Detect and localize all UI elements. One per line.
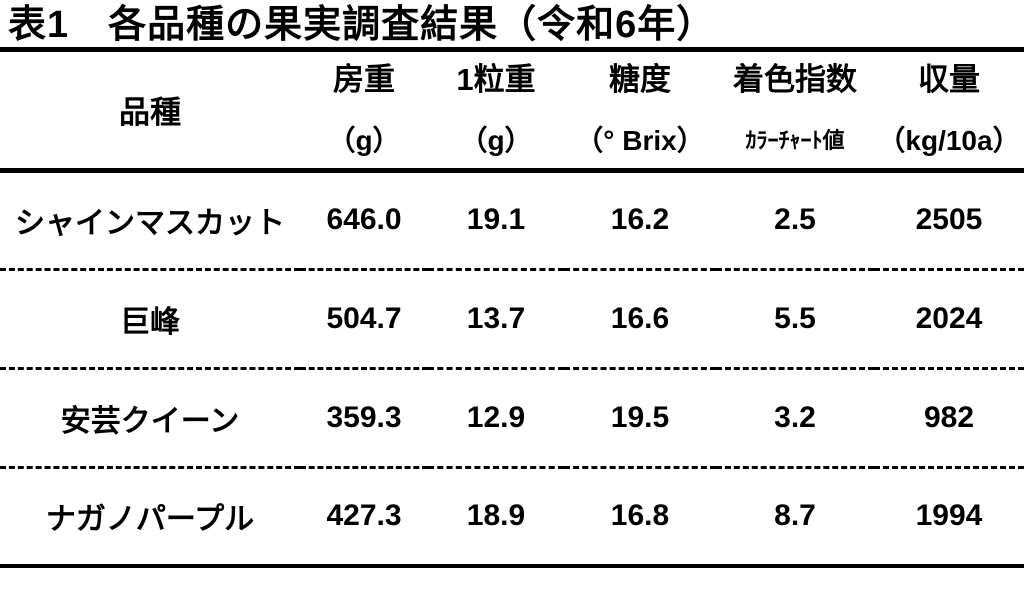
- column-label: 収量: [918, 61, 980, 97]
- column-header-sugar-content: 糖度 （° Brix）: [564, 52, 716, 173]
- column-header-berry-weight: 1粒重 （g）: [428, 52, 564, 173]
- cell-color-index: 2.5: [774, 203, 816, 236]
- column-header-color-index: 着色指数 ｶﾗｰﾁｬｰﾄ値: [716, 52, 874, 173]
- column-unit: （kg/10a）: [877, 124, 1021, 156]
- cell-cluster-weight: 427.3: [300, 465, 428, 568]
- cell-sugar-content: 16.6: [564, 267, 716, 368]
- cell-sugar-content: 16.8: [564, 465, 716, 568]
- variety-name: 安芸クイーン: [0, 366, 300, 467]
- header-row: 品種 房重 （g） 1粒重 （g） 糖度: [0, 52, 1024, 173]
- cell-color-index: 5.5: [716, 267, 874, 368]
- cell-color-index: 8.7: [716, 465, 874, 568]
- cell-cluster-weight: 359.3: [300, 366, 428, 467]
- column-header-cluster-weight: 房重 （g）: [300, 52, 428, 173]
- column-label: 糖度: [609, 61, 671, 97]
- column-header-variety: 品種: [0, 52, 300, 173]
- column-label: 房重: [333, 61, 395, 97]
- table-row: 巨峰 504.7 13.7 16.6 5.5 2024: [0, 267, 1024, 368]
- cell-berry-weight: 19.1: [466, 203, 526, 236]
- cell-cluster-weight: 646.0: [326, 203, 402, 236]
- cell-cluster-weight: 504.7: [300, 267, 428, 368]
- cell-berry-weight: 12.9: [428, 366, 564, 467]
- variety-name: ナガノパープル: [0, 465, 300, 568]
- table-header: 品種 房重 （g） 1粒重 （g） 糖度: [0, 52, 1024, 173]
- fruit-survey-table: 品種 房重 （g） 1粒重 （g） 糖度: [0, 52, 1024, 568]
- column-header-yield: 収量 （kg/10a）: [874, 52, 1024, 173]
- cell-berry-weight: 18.9: [428, 465, 564, 568]
- table-row: ナガノパープル 427.3 18.9 16.8 8.7 1994: [0, 465, 1024, 568]
- cell-yield: 982: [874, 366, 1024, 467]
- cell-sugar-content: 19.5: [564, 366, 716, 467]
- variety-name: 巨峰: [0, 267, 300, 368]
- cell-berry-weight: 13.7: [428, 267, 564, 368]
- table-row: シャインマスカット 646.0 19.1 16.2 2.5 2505: [0, 170, 1024, 269]
- column-unit: （g）: [459, 124, 533, 156]
- table-row: 安芸クイーン 359.3 12.9 19.5 3.2 982: [0, 366, 1024, 467]
- cell-color-index: 3.2: [716, 366, 874, 467]
- cell-yield: 2505: [915, 203, 983, 236]
- column-label: 着色指数: [733, 61, 857, 97]
- variety-name: シャインマスカット: [15, 207, 285, 240]
- cell-yield: 1994: [874, 465, 1024, 568]
- column-unit: （° Brix）: [575, 124, 705, 156]
- table-title: 表1 各品種の果実調査結果（令和6年）: [0, 0, 1024, 52]
- column-unit: （g）: [327, 124, 401, 156]
- column-unit: ｶﾗｰﾁｬｰﾄ値: [745, 127, 845, 153]
- cell-sugar-content: 16.2: [610, 203, 670, 236]
- column-label: 1粒重: [456, 61, 536, 97]
- cell-yield: 2024: [874, 267, 1024, 368]
- table-body: シャインマスカット 646.0 19.1 16.2 2.5 2505 巨峰 50…: [0, 170, 1024, 568]
- column-label: 品種: [119, 95, 181, 131]
